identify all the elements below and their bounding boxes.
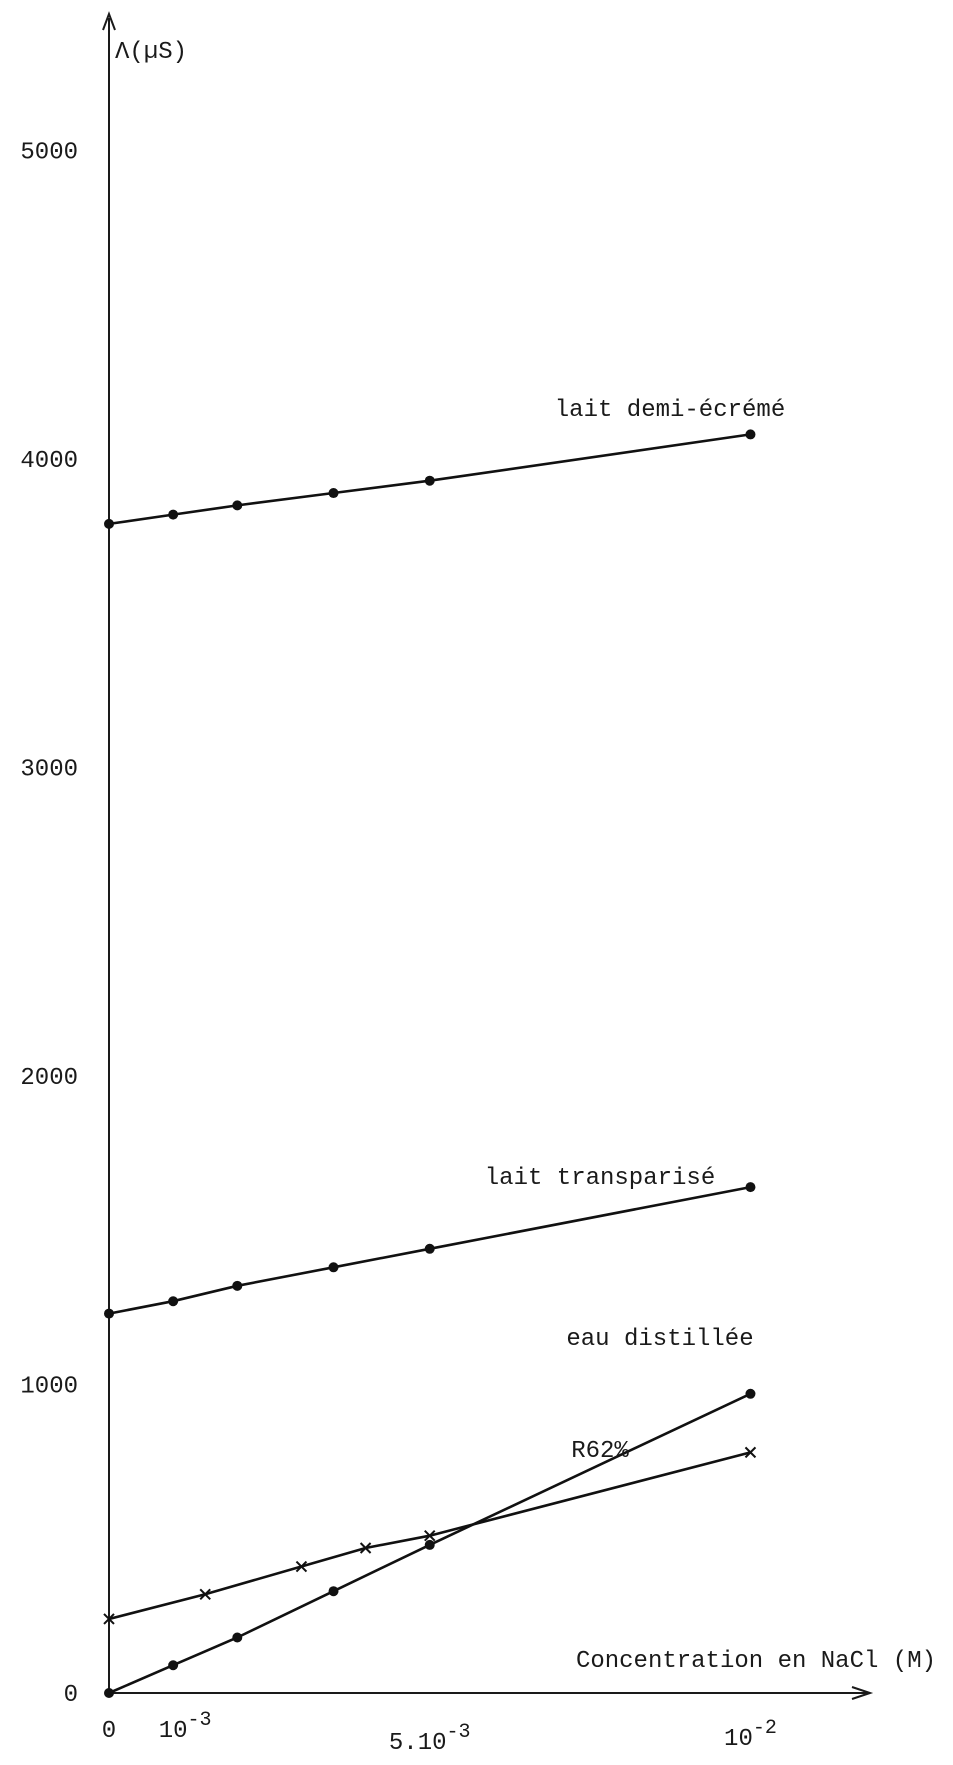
y-tick-label: 1000 — [20, 1374, 78, 1401]
data-point-cross — [359, 1542, 372, 1554]
series-3: R62% — [103, 1438, 757, 1625]
y-tick-label: 2000 — [20, 1065, 78, 1092]
x-tick-exponent: -2 — [753, 1717, 777, 1740]
data-point-cross — [424, 1529, 436, 1542]
data-point-cross — [103, 1613, 115, 1625]
data-point — [104, 518, 114, 529]
x-tick-exponent: -3 — [188, 1709, 212, 1732]
x-tick-label: 0 — [102, 1718, 116, 1745]
x-tick-labels: 0 10-35.10-3 10-2 — [102, 1709, 777, 1757]
x-tick-label: 10-2 — [724, 1717, 777, 1753]
data-point — [232, 1280, 243, 1291]
series-1: lait transparisé — [104, 1165, 756, 1319]
x-tick-base: 0 — [102, 1718, 116, 1745]
data-point — [328, 488, 339, 499]
data-point — [424, 475, 435, 486]
series-line — [108, 1185, 751, 1315]
series-label: lait demi-écrémé — [555, 397, 785, 424]
series-line — [108, 1392, 752, 1695]
x-tick-exponent: -3 — [447, 1721, 471, 1744]
y-tick-label: 4000 — [20, 448, 78, 475]
series-0: lait demi-écrémé — [104, 397, 785, 529]
y-tick-label: 0 — [64, 1682, 78, 1709]
series-2: eau distillée — [104, 1326, 756, 1698]
x-tick-base: 10 — [159, 1718, 188, 1745]
data-point — [232, 500, 243, 511]
data-point — [424, 1539, 435, 1550]
data-point — [168, 1296, 179, 1307]
series-label: eau distillée — [566, 1326, 753, 1353]
x-axis-label: Concentration en NaCl (M) — [576, 1648, 936, 1675]
x-axis-arrow — [851, 1686, 874, 1700]
data-point — [328, 1586, 339, 1597]
data-point — [232, 1632, 243, 1643]
data-point — [745, 1182, 756, 1193]
x-tick-base: 5.10 — [389, 1730, 447, 1757]
series-layer: lait demi-écrémé lait transparisé eau dist… — [103, 397, 785, 1698]
data-point-cross — [744, 1446, 757, 1459]
y-axis-arrow — [102, 11, 116, 31]
x-tick-base: 10 — [724, 1726, 753, 1753]
y-tick-label: 3000 — [20, 757, 78, 784]
series-label: R62% — [571, 1438, 629, 1465]
data-point — [745, 1388, 756, 1399]
data-point — [424, 1243, 435, 1254]
x-tick-label: 10-3 — [159, 1709, 212, 1745]
data-point — [168, 509, 179, 520]
y-tick-labels: 0 1000 2000 3000 4000 5000 — [20, 140, 78, 1709]
data-point — [104, 1688, 114, 1698]
y-axis-label: Λ(µS) — [115, 39, 187, 66]
series-label: lait transparisé — [485, 1165, 715, 1192]
y-tick-label: 5000 — [20, 140, 78, 167]
y-axis: Λ(µS) — [102, 11, 187, 1693]
series-line — [108, 1451, 751, 1621]
x-tick-label: 5.10-3 — [389, 1721, 471, 1757]
series-line — [108, 433, 751, 526]
x-axis: Concentration en NaCl (M) — [109, 1648, 936, 1700]
data-point-cross — [295, 1560, 308, 1573]
data-point — [104, 1308, 114, 1319]
data-point-cross — [199, 1588, 211, 1600]
data-point — [745, 429, 756, 440]
data-point — [328, 1262, 339, 1273]
data-point — [168, 1660, 179, 1671]
